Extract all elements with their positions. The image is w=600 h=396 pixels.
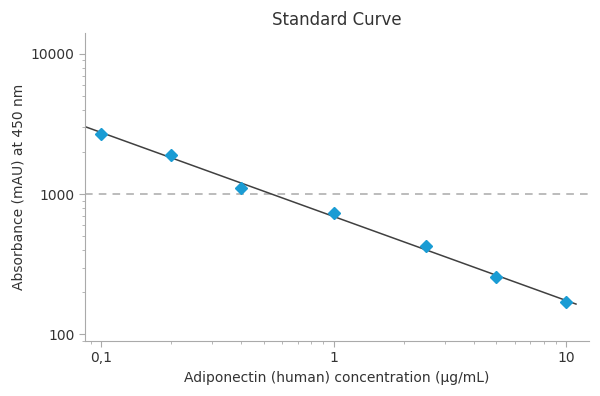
Title: Standard Curve: Standard Curve bbox=[272, 11, 402, 29]
X-axis label: Adiponectin (human) concentration (μg/mL): Adiponectin (human) concentration (μg/mL… bbox=[184, 371, 490, 385]
Y-axis label: Absorbance (mAU) at 450 nm: Absorbance (mAU) at 450 nm bbox=[11, 84, 25, 290]
